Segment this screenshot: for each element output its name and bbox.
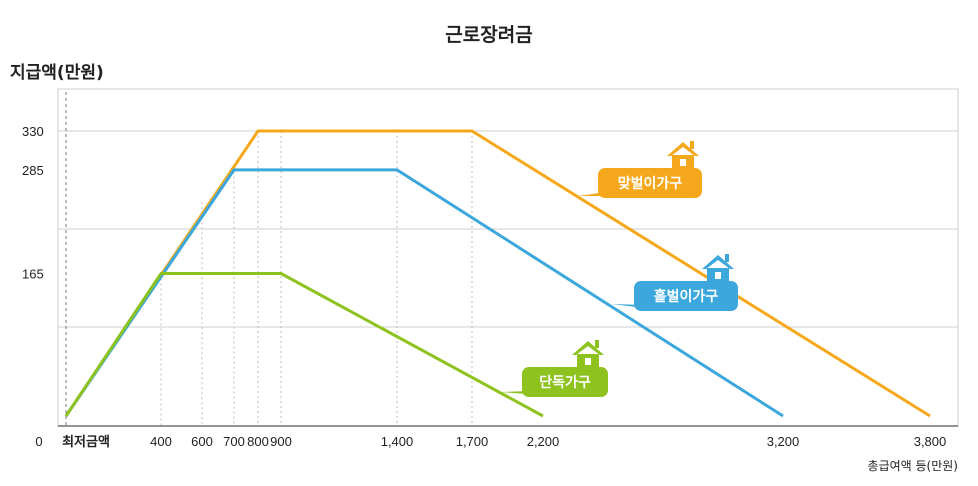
series-legend-bubble: 홑벌이가구 <box>612 254 738 311</box>
series-label: 맞벌이가구 <box>618 175 683 192</box>
x-tick-label: 400 <box>150 434 172 449</box>
y-axis-title: 지급액(만원) <box>10 63 104 83</box>
x-tick-label: 3,200 <box>767 434 800 449</box>
x-tick-label: 2,200 <box>527 434 560 449</box>
house-icon <box>702 254 734 282</box>
x-tick-label: 최저금액 <box>62 435 110 450</box>
y-tick-label: 330 <box>22 124 44 139</box>
chart-title: 근로장려금 <box>445 24 533 46</box>
series-legend-bubble: 맞벌이가구 <box>578 141 702 198</box>
x-tick-label: 1,400 <box>381 434 414 449</box>
plot-frame <box>57 88 959 427</box>
series-label: 홑벌이가구 <box>654 288 719 305</box>
y-tick-label: 285 <box>22 163 44 178</box>
series-label: 단독가구 <box>539 374 591 391</box>
x-tick-label: 1,700 <box>456 434 489 449</box>
x-tick-label: 3,800 <box>914 434 947 449</box>
y-tick-label: 165 <box>22 267 44 282</box>
x-tick-label: 0 <box>35 434 42 449</box>
x-tick-label: 900 <box>270 434 292 449</box>
house-icon <box>572 340 604 368</box>
series-line <box>64 168 784 418</box>
series-legend-bubble: 단독가구 <box>500 340 608 397</box>
house-icon <box>667 141 699 169</box>
x-axis-title: 총급여액 등(만원) <box>868 459 958 473</box>
x-tick-label: 700 <box>223 434 245 449</box>
series-line <box>64 272 544 418</box>
x-tick-label: 600 <box>191 434 213 449</box>
x-tick-label: 800 <box>247 434 269 449</box>
